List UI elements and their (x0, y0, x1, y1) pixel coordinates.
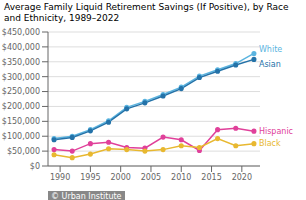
svg-text:1990: 1990 (50, 173, 70, 182)
svg-text:2015: 2015 (201, 173, 221, 182)
svg-text:$300,000: $300,000 (8, 73, 40, 82)
html-text:Average Family Liquid Retireme: Average Family Liquid Retirement Savings… (4, 2, 289, 23)
svg-text:1995: 1995 (80, 173, 100, 182)
svg-text:Asian: Asian (259, 60, 281, 69)
svg-text:$0: $0 (30, 162, 40, 171)
svg-text:2010: 2010 (171, 173, 191, 182)
svg-text:$450,000: $450,000 (8, 28, 40, 37)
svg-text:Black: Black (259, 139, 281, 148)
svg-text:$250,000: $250,000 (8, 87, 40, 96)
html-text:© Urban Institute: © Urban Institute (51, 192, 122, 200)
svg-text:$350,000: $350,000 (8, 58, 40, 67)
svg-text:White: White (259, 45, 282, 54)
svg-text:2020: 2020 (232, 173, 252, 182)
svg-text:Hispanic: Hispanic (259, 127, 293, 136)
svg-text:$50,000: $50,000 (8, 147, 40, 156)
svg-text:2005: 2005 (141, 173, 161, 182)
svg-text:$100,000: $100,000 (8, 132, 40, 141)
svg-text:$400,000: $400,000 (8, 43, 40, 52)
svg-text:$150,000: $150,000 (8, 117, 40, 126)
svg-text:$200,000: $200,000 (8, 102, 40, 111)
svg-text:2000: 2000 (111, 173, 131, 182)
